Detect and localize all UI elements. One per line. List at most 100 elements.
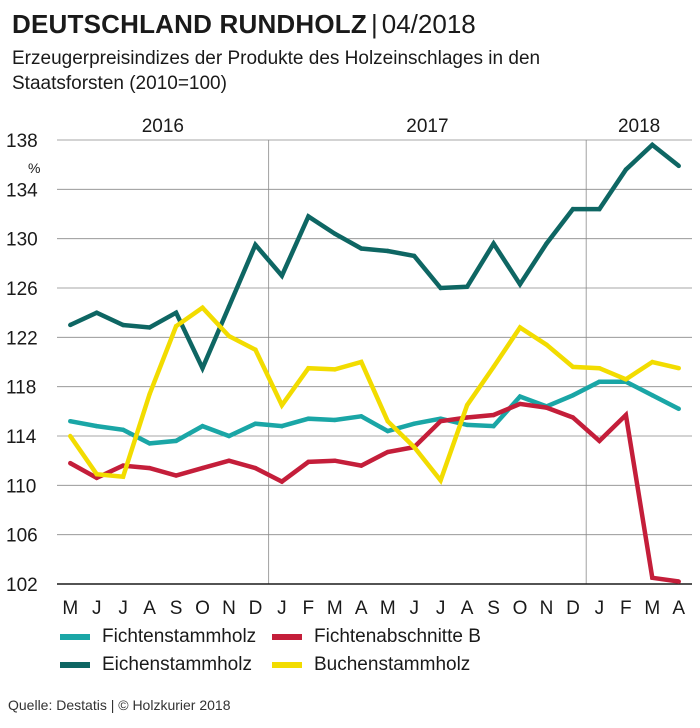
year-label-2018: 2018	[618, 116, 660, 137]
data-point-buchenstammholz	[491, 364, 496, 370]
data-point-fichtenabschnitte-b	[147, 465, 152, 471]
data-point-eichenstammholz	[359, 246, 364, 251]
data-point-buchenstammholz	[173, 324, 179, 329]
data-point-eichenstammholz	[491, 241, 496, 246]
x-tick-label: S	[487, 598, 500, 619]
data-point-buchenstammholz	[544, 342, 549, 347]
y-tick-label: 118	[6, 378, 36, 399]
data-point-fichtenabschnitte-b	[597, 438, 602, 444]
data-point-fichtenstammholz	[306, 416, 311, 421]
source-footer: Quelle: Destatis | © Holzkurier 2018	[8, 697, 231, 713]
y-tick-label: 126	[6, 279, 38, 300]
data-point-buchenstammholz	[226, 333, 232, 339]
data-point-fichtenabschnitte-b	[517, 401, 523, 407]
data-point-eichenstammholz	[597, 206, 602, 212]
legend-label-eichenstammholz: Eichenstammholz	[102, 654, 252, 675]
data-point-fichtenstammholz	[650, 393, 655, 398]
data-point-buchenstammholz	[147, 391, 152, 397]
data-point-fichtenstammholz	[359, 414, 364, 419]
legend-swatch-fichtenstammholz	[60, 634, 90, 640]
data-point-fichtenstammholz	[279, 423, 285, 429]
data-point-eichenstammholz	[147, 325, 152, 330]
data-point-eichenstammholz	[120, 322, 126, 328]
data-point-fichtenstammholz	[385, 428, 390, 434]
legend-label-buchenstammholz: Buchenstammholz	[314, 654, 471, 675]
x-tick-label: A	[143, 598, 156, 619]
x-tick-label: J	[118, 598, 128, 619]
data-point-fichtenstammholz	[200, 423, 205, 429]
x-tick-label: N	[222, 598, 236, 619]
x-tick-label: J	[595, 598, 605, 619]
x-tick-label: D	[249, 598, 263, 619]
data-point-eichenstammholz	[650, 142, 655, 148]
chart-title: DEUTSCHLAND RUNDHOLZ	[12, 9, 367, 39]
x-tick-label: J	[409, 598, 419, 619]
x-tick-label: A	[355, 598, 368, 619]
data-point-buchenstammholz	[68, 433, 73, 439]
series-line-eichenstammholz	[69, 141, 681, 374]
x-tick-label: J	[277, 598, 287, 619]
data-point-fichtenabschnitte-b	[676, 579, 681, 584]
legend-label-fichtenabschnitte-b: Fichtenabschnitte B	[314, 626, 481, 647]
data-point-buchenstammholz	[94, 472, 99, 477]
legend-swatch-buchenstammholz	[272, 662, 302, 668]
data-point-eichenstammholz	[411, 253, 417, 259]
data-point-fichtenabschnitte-b	[491, 412, 496, 418]
title-separator: |	[370, 9, 378, 39]
y-tick-label: 114	[6, 427, 37, 448]
legend-item-eichenstammholz: Eichenstammholz	[60, 654, 252, 676]
data-point-fichtenabschnitte-b	[306, 459, 311, 465]
series-line-fichtenstammholz	[69, 379, 680, 446]
x-tick-label: N	[540, 598, 554, 619]
data-point-buchenstammholz	[676, 365, 681, 371]
title-row: DEUTSCHLAND RUNDHOLZ | 04/2018	[12, 8, 692, 40]
data-point-fichtenstammholz	[173, 438, 179, 444]
data-point-fichtenabschnitte-b	[279, 479, 285, 484]
legend-item-fichtenstammholz: Fichtenstammholz	[60, 626, 256, 648]
chart-header: DEUTSCHLAND RUNDHOLZ | 04/2018 Erzeugerpre…	[12, 8, 692, 96]
y-tick-label: 106	[6, 526, 38, 547]
data-point-eichenstammholz	[253, 242, 258, 248]
data-point-eichenstammholz	[200, 365, 205, 371]
x-tick-label: O	[195, 598, 210, 619]
data-point-fichtenabschnitte-b	[570, 415, 576, 420]
data-point-fichtenabschnitte-b	[623, 412, 629, 418]
x-tick-label: S	[170, 598, 183, 619]
data-point-buchenstammholz	[306, 365, 311, 371]
legend-swatch-eichenstammholz	[60, 662, 90, 668]
x-tick-label: O	[513, 598, 528, 619]
data-point-fichtenstammholz	[332, 417, 338, 423]
data-point-eichenstammholz	[306, 214, 311, 219]
data-point-fichtenstammholz	[676, 406, 681, 412]
x-tick-label: A	[461, 598, 474, 619]
data-point-fichtenstammholz	[411, 421, 417, 426]
data-point-fichtenstammholz	[147, 441, 152, 446]
legend-item-buchenstammholz: Buchenstammholz	[272, 654, 470, 676]
title-date: 04/2018	[381, 9, 476, 39]
y-tick-label: 122	[6, 328, 38, 349]
data-point-eichenstammholz	[68, 322, 73, 328]
data-point-buchenstammholz	[438, 478, 443, 483]
chart-subtitle: Erzeugerpreisindizes der Produkte des Ho…	[12, 48, 541, 94]
x-tick-label: F	[620, 598, 632, 619]
data-point-buchenstammholz	[385, 419, 390, 424]
data-point-fichtenabschnitte-b	[94, 475, 99, 481]
data-point-eichenstammholz	[623, 167, 629, 172]
data-point-eichenstammholz	[517, 282, 523, 287]
data-point-eichenstammholz	[226, 304, 232, 309]
data-point-buchenstammholz	[359, 359, 364, 365]
series-line-fichtenabschnitte-b	[69, 401, 680, 584]
data-point-fichtenabschnitte-b	[385, 449, 390, 455]
data-point-eichenstammholz	[438, 285, 443, 291]
data-point-buchenstammholz	[332, 367, 338, 372]
data-point-buchenstammholz	[120, 474, 126, 479]
data-point-fichtenstammholz	[570, 393, 576, 398]
data-point-fichtenstammholz	[464, 422, 470, 428]
y-tick-label: 102	[6, 575, 38, 596]
data-point-eichenstammholz	[332, 231, 338, 236]
legend-swatch-fichtenabschnitte-b	[272, 634, 302, 640]
x-tick-label: A	[672, 598, 685, 619]
data-point-buchenstammholz	[253, 347, 258, 352]
y-tick-label: 138	[6, 131, 38, 152]
